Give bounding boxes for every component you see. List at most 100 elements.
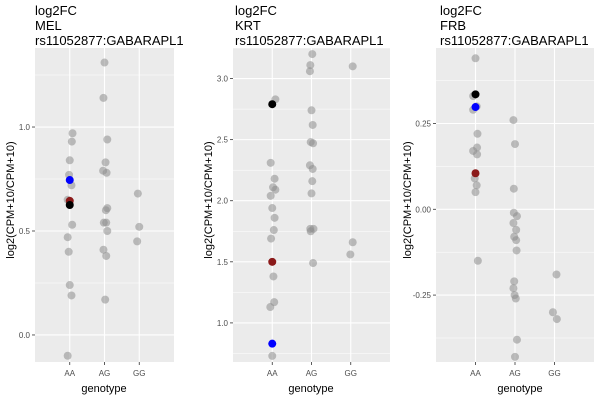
data-point <box>68 129 77 138</box>
y-tick-label: 1.0 <box>217 319 229 328</box>
data-point <box>348 238 357 247</box>
x-axis-label: genotype <box>497 383 542 395</box>
data-point <box>308 164 317 173</box>
data-point <box>133 189 142 198</box>
data-point <box>472 181 481 190</box>
panel-mel: log2FC MEL rs11052877:GABARAPL1 0.0 0.5 1.… <box>5 3 184 395</box>
highlight-point-red <box>268 257 277 266</box>
data-point <box>101 206 110 215</box>
highlight-point-blue <box>268 339 277 348</box>
data-point <box>307 189 316 198</box>
data-point <box>510 277 519 286</box>
x-axis-label: genotype <box>288 383 333 395</box>
data-point <box>306 227 315 236</box>
y-tick-label: 2.5 <box>217 136 229 145</box>
x-tick-label: AA <box>267 369 278 378</box>
data-point <box>103 226 112 235</box>
x-axis-label: genotype <box>81 383 126 395</box>
data-point <box>548 308 557 317</box>
data-point <box>473 256 482 265</box>
panel-title-line-2: MEL <box>35 18 62 33</box>
data-point <box>64 247 73 256</box>
data-point <box>346 250 355 259</box>
data-point <box>267 234 276 243</box>
x-tick-label: AG <box>99 369 111 378</box>
data-point <box>133 237 142 246</box>
panel-title-line-3: rs11052877:GABARAPL1 <box>440 33 589 48</box>
data-point <box>307 106 316 115</box>
y-axis-label: log2(CPM+10/CPM+10) <box>203 141 215 258</box>
y-tick-label: 3.0 <box>217 75 229 84</box>
panel-title-line-3: rs11052877:GABARAPL1 <box>235 33 384 48</box>
data-point <box>270 174 279 183</box>
y-axis-label: log2(CPM+10/CPM+10) <box>5 141 17 258</box>
y-tick-label: -0.25 <box>413 291 432 300</box>
plot-area: 1.0 1.5 2.0 2.5 3.0 AA AG GG <box>217 47 390 378</box>
data-point <box>308 177 317 186</box>
x-tick-label: GG <box>133 369 145 378</box>
data-point <box>266 191 275 200</box>
data-point <box>103 135 112 144</box>
data-point <box>305 67 314 76</box>
highlight-point-black <box>65 201 74 209</box>
x-tick-label: AG <box>306 369 318 378</box>
plot-area: 0.0 0.5 1.0 AA AG GG <box>19 48 174 378</box>
data-point <box>308 50 317 59</box>
data-point <box>68 220 77 229</box>
x-tick-label: GG <box>548 369 560 378</box>
panel-title-line-1: log2FC <box>35 3 77 18</box>
data-point <box>101 158 110 167</box>
data-point <box>102 218 111 227</box>
data-point <box>63 233 72 242</box>
data-point <box>269 272 278 281</box>
data-point <box>471 188 480 197</box>
data-point <box>309 259 318 268</box>
data-point <box>102 168 111 177</box>
highlight-point-blue <box>471 103 480 112</box>
highlight-point-black <box>471 90 480 99</box>
data-point <box>63 351 72 360</box>
y-tick-label: 1.5 <box>217 258 229 267</box>
data-point <box>511 140 519 149</box>
data-point <box>512 246 521 255</box>
data-point <box>509 116 518 125</box>
panel-title-line-3: rs11052877:GABARAPL1 <box>35 33 184 48</box>
data-point <box>99 93 108 102</box>
highlight-point-red <box>471 169 480 178</box>
data-point <box>509 219 518 228</box>
data-point <box>271 185 280 194</box>
data-point <box>509 284 518 293</box>
data-point <box>471 54 480 63</box>
y-tick-label: 0.5 <box>19 227 31 236</box>
highlight-point-black <box>268 100 277 109</box>
panel-title-line-1: log2FC <box>235 3 277 18</box>
data-point <box>473 129 482 138</box>
data-point <box>348 62 357 71</box>
data-point <box>102 251 111 260</box>
y-tick-label: 0.25 <box>415 119 431 128</box>
data-point <box>552 315 561 324</box>
y-axis-label: log2(CPM+10/CPM+10) <box>402 141 414 258</box>
data-point <box>308 120 317 129</box>
data-point <box>512 212 521 221</box>
data-point <box>509 184 518 193</box>
data-point <box>100 58 109 67</box>
data-point <box>101 295 110 304</box>
panel-title-line-2: KRT <box>235 18 261 33</box>
data-point <box>266 158 275 167</box>
data-point <box>473 150 482 159</box>
data-point <box>268 351 277 360</box>
data-point <box>99 245 108 254</box>
data-point <box>512 335 521 344</box>
panel-title-line-2: FRB <box>440 18 466 33</box>
y-tick-label: 1.0 <box>19 123 31 132</box>
data-point <box>306 61 315 70</box>
panel-krt: log2FC KRT rs11052877:GABARAPL1 1.0 1.5 2.… <box>203 3 390 395</box>
data-point <box>511 294 520 303</box>
data-point <box>266 303 275 312</box>
x-tick-label: AA <box>470 369 481 378</box>
y-tick-label: 0.00 <box>415 205 431 214</box>
data-point <box>512 236 521 245</box>
data-point <box>552 270 561 279</box>
